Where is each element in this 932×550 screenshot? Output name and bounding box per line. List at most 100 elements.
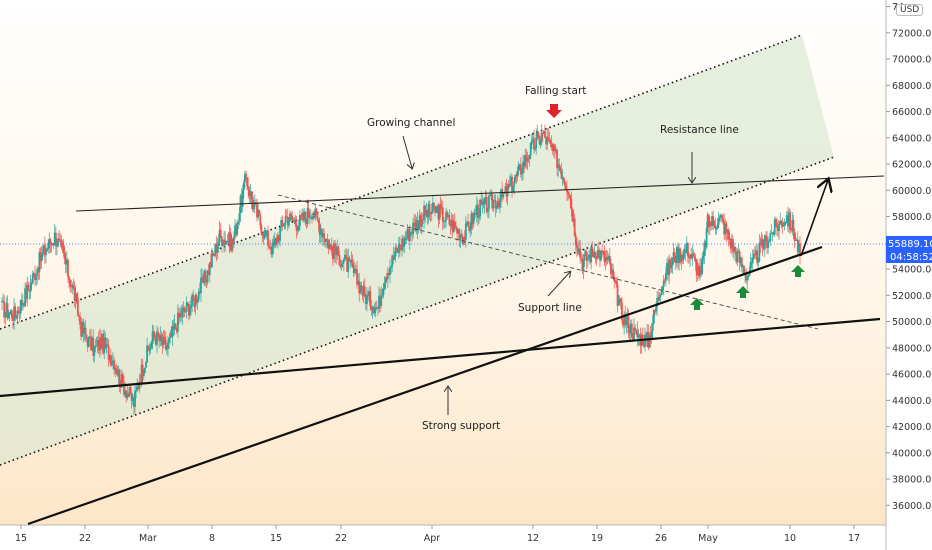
candle-up bbox=[489, 194, 491, 196]
candle-up bbox=[606, 257, 609, 260]
candle-down bbox=[759, 243, 762, 245]
candle-down bbox=[245, 173, 247, 178]
candle-up bbox=[779, 220, 782, 225]
candle-down bbox=[158, 337, 161, 342]
candle-down bbox=[175, 327, 178, 332]
time-tick-label: 15 bbox=[15, 533, 27, 544]
candle-up bbox=[670, 265, 673, 269]
candle-up bbox=[492, 201, 495, 209]
growing-channel-label: Growing channel bbox=[367, 117, 455, 129]
candle-down bbox=[627, 316, 630, 334]
candle-up bbox=[378, 295, 380, 309]
candle-down bbox=[446, 212, 449, 218]
candle-up bbox=[146, 345, 148, 363]
candle-down bbox=[367, 295, 369, 297]
candle-up bbox=[680, 255, 683, 263]
candle-down bbox=[471, 213, 474, 225]
candle-down bbox=[59, 239, 62, 241]
candle-down bbox=[721, 215, 723, 219]
candle-up bbox=[724, 223, 727, 235]
candle-down bbox=[700, 266, 702, 275]
candle-up bbox=[582, 260, 585, 272]
candle-up bbox=[1, 301, 3, 303]
candle-up bbox=[412, 222, 414, 235]
candle-down bbox=[23, 303, 25, 307]
candle-down bbox=[14, 306, 17, 317]
dashed-support-line[interactable] bbox=[277, 194, 819, 330]
candle-up bbox=[57, 238, 59, 246]
candle-down bbox=[72, 285, 75, 289]
candle-up bbox=[249, 191, 252, 197]
strong-support-line[interactable] bbox=[0, 317, 881, 398]
candle-up bbox=[134, 391, 136, 407]
candle-down bbox=[261, 233, 264, 235]
candle-up bbox=[628, 332, 631, 334]
candle-up bbox=[593, 251, 596, 258]
candle-up bbox=[614, 280, 617, 282]
candle-up bbox=[53, 232, 56, 244]
candle-up bbox=[470, 213, 473, 229]
candle-up bbox=[535, 137, 538, 149]
candle-down bbox=[745, 273, 748, 281]
candle-up bbox=[431, 202, 434, 212]
candle-up bbox=[83, 327, 86, 334]
candle-up bbox=[540, 132, 543, 141]
candle-down bbox=[424, 205, 427, 216]
candle-up bbox=[769, 233, 772, 242]
candle-down bbox=[118, 369, 121, 385]
candle-up bbox=[420, 219, 423, 227]
candle-down bbox=[575, 245, 578, 248]
candle-up bbox=[483, 197, 486, 205]
candle-down bbox=[605, 257, 608, 260]
candle-down bbox=[224, 239, 227, 245]
channel-upper-boundary[interactable] bbox=[0, 34, 803, 330]
currency-badge[interactable]: USD bbox=[896, 4, 924, 16]
rising-trend-line[interactable] bbox=[27, 245, 823, 526]
candle-up bbox=[386, 273, 389, 280]
candle-down bbox=[663, 280, 666, 282]
candle-down bbox=[308, 217, 311, 219]
candle-down bbox=[147, 345, 150, 351]
candle-up bbox=[716, 224, 719, 229]
time-tick-label: Mar bbox=[139, 533, 157, 544]
candle-up bbox=[297, 226, 300, 231]
candle-up bbox=[120, 374, 123, 388]
candle-down bbox=[323, 233, 325, 239]
candle-up bbox=[101, 333, 103, 349]
candle-down bbox=[414, 223, 417, 231]
candle-down bbox=[548, 140, 551, 142]
candle-up bbox=[706, 214, 709, 229]
candle-up bbox=[678, 248, 680, 263]
candle-up bbox=[237, 221, 240, 224]
candle-up bbox=[203, 271, 206, 283]
candle-down bbox=[738, 251, 741, 264]
candle-up bbox=[783, 222, 786, 226]
candle-down bbox=[756, 250, 759, 263]
resistance-line[interactable] bbox=[75, 175, 885, 212]
candle-up bbox=[671, 258, 674, 266]
candle-down bbox=[78, 315, 80, 317]
candle-down bbox=[654, 310, 656, 312]
candle-up bbox=[748, 272, 751, 277]
candle-down bbox=[28, 290, 31, 292]
candle-down bbox=[141, 364, 144, 377]
candle-up bbox=[340, 263, 343, 267]
candle-down bbox=[102, 333, 105, 354]
candle-down bbox=[485, 197, 488, 212]
candle-up bbox=[314, 208, 317, 219]
time-tick-label: 8 bbox=[209, 533, 215, 544]
candle-up bbox=[675, 247, 678, 263]
candle-down bbox=[43, 245, 46, 256]
candle-down bbox=[613, 276, 616, 282]
candle-up bbox=[578, 248, 580, 254]
candle-down bbox=[766, 237, 768, 248]
candle-down bbox=[295, 224, 298, 231]
time-axis-background bbox=[0, 525, 886, 550]
candle-down bbox=[697, 265, 700, 277]
candle-up bbox=[557, 164, 560, 169]
candle-up bbox=[604, 257, 607, 262]
candle-down bbox=[264, 230, 267, 236]
candle-up bbox=[150, 341, 153, 348]
candle-up bbox=[52, 243, 55, 245]
